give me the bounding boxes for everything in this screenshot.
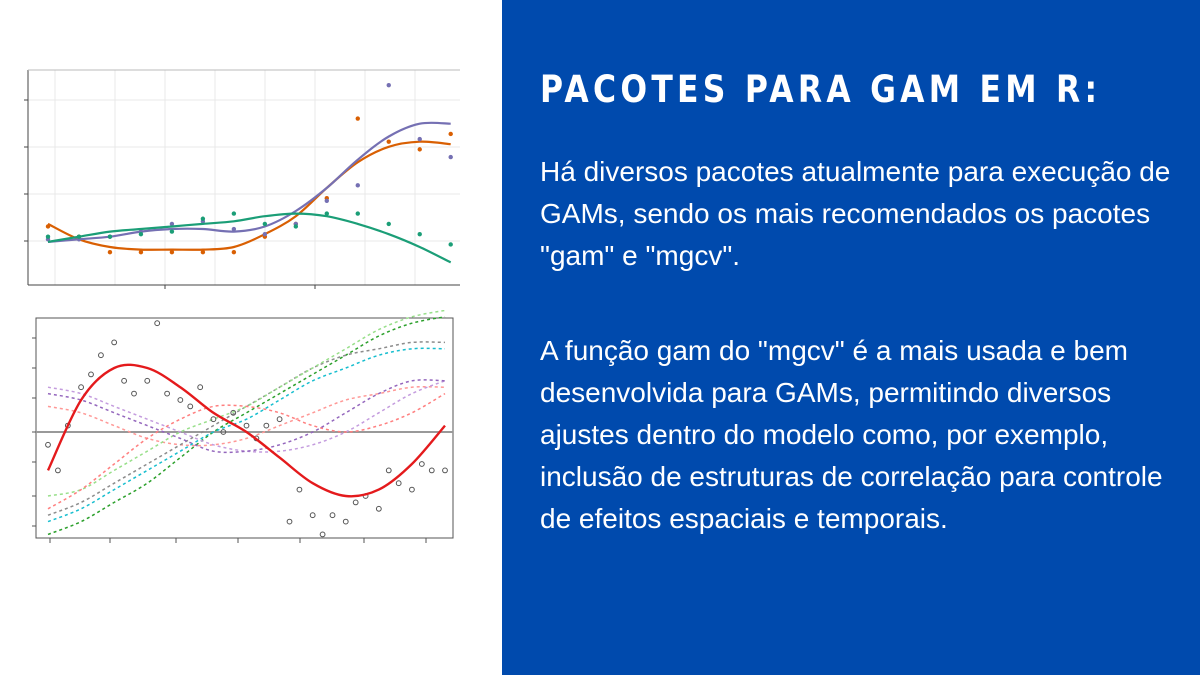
data-point-2 xyxy=(76,234,82,239)
dashed-curve-1 xyxy=(47,385,446,447)
residual-point xyxy=(243,422,250,429)
data-point-2 xyxy=(262,221,268,227)
fit-line-0 xyxy=(47,140,451,251)
data-point-1 xyxy=(169,221,175,227)
residual-point xyxy=(187,403,194,410)
data-point-2 xyxy=(200,216,206,221)
data-point-2 xyxy=(386,221,391,227)
data-point-1 xyxy=(448,154,453,160)
gam-smooth-chart-bottom xyxy=(32,310,454,543)
residual-point xyxy=(111,339,118,346)
residual-point xyxy=(296,486,303,493)
data-point-2 xyxy=(138,231,144,237)
residual-point xyxy=(385,467,392,474)
residual-point xyxy=(154,320,161,327)
residual-point xyxy=(319,531,326,538)
data-point-0 xyxy=(231,249,237,255)
paragraph-packages: Há diversos pacotes atualmente para exec… xyxy=(540,156,1171,271)
data-point-1 xyxy=(386,82,391,88)
data-point-2 xyxy=(293,224,299,229)
smooth-curve xyxy=(46,363,446,498)
dashed-curve-6 xyxy=(47,379,446,454)
illustration-panel xyxy=(0,0,502,675)
data-point-2 xyxy=(324,211,329,216)
residual-point xyxy=(98,352,104,359)
fit-line-2 xyxy=(47,212,452,264)
data-point-0 xyxy=(448,131,453,137)
residual-point xyxy=(442,467,448,474)
residual-point xyxy=(428,467,435,474)
residual-point xyxy=(276,416,283,423)
residual-point xyxy=(131,390,137,397)
data-point-0 xyxy=(138,249,144,255)
fit-line-1 xyxy=(47,121,451,243)
data-point-0 xyxy=(200,249,206,255)
data-point-2 xyxy=(448,242,453,247)
residual-point xyxy=(418,461,425,467)
dashed-curve-0 xyxy=(47,316,446,536)
residual-point xyxy=(220,429,227,435)
residual-point xyxy=(395,480,402,487)
residual-point xyxy=(263,422,270,429)
residual-point xyxy=(197,384,204,391)
data-point-0 xyxy=(169,249,175,255)
text-panel: PACOTES PARA GAM EM R: Há diversos pacot… xyxy=(502,0,1200,675)
grid xyxy=(28,70,460,285)
residual-point xyxy=(375,505,382,512)
plot-frame xyxy=(35,317,454,539)
data-point-1 xyxy=(231,226,237,232)
residual-point xyxy=(144,377,151,384)
residual-point xyxy=(286,518,293,525)
residual-point xyxy=(230,409,237,416)
data-point-2 xyxy=(231,211,237,216)
residual-point xyxy=(164,390,171,397)
slide-title: PACOTES PARA GAM EM R: xyxy=(540,68,1102,111)
data-point-2 xyxy=(355,211,360,216)
residual-point xyxy=(352,499,359,506)
dashed-curve-4 xyxy=(47,310,446,497)
data-point-0 xyxy=(355,116,360,121)
residual-point xyxy=(309,512,316,519)
data-point-0 xyxy=(107,249,113,255)
data-point-2 xyxy=(45,234,51,239)
data-point-2 xyxy=(169,229,175,234)
data-point-2 xyxy=(417,231,422,237)
residual-point xyxy=(409,486,415,493)
residual-point xyxy=(55,467,61,474)
residual-point xyxy=(177,397,184,403)
data-point-1 xyxy=(262,231,268,237)
dashed-curve-3 xyxy=(47,341,446,516)
gam-fit-chart-top xyxy=(24,69,460,289)
residual-point xyxy=(121,377,127,384)
data-point-0 xyxy=(417,147,422,152)
dashed-curve-5 xyxy=(47,392,446,510)
residual-point xyxy=(210,416,217,423)
data-point-1 xyxy=(324,198,329,203)
residual-point xyxy=(342,518,349,525)
residual-point xyxy=(45,441,51,448)
data-point-1 xyxy=(417,136,422,142)
residual-point xyxy=(329,512,336,519)
data-point-1 xyxy=(355,183,360,188)
residual-point xyxy=(78,384,84,391)
dashed-curve-2 xyxy=(47,380,446,453)
residual-point xyxy=(88,371,94,378)
paragraph-mgcv: A função gam do "mgcv" é a mais usada e … xyxy=(540,335,1163,534)
data-point-0 xyxy=(386,139,391,144)
data-point-2 xyxy=(107,234,113,239)
dashed-curve-7 xyxy=(47,347,446,523)
data-point-0 xyxy=(45,224,51,229)
